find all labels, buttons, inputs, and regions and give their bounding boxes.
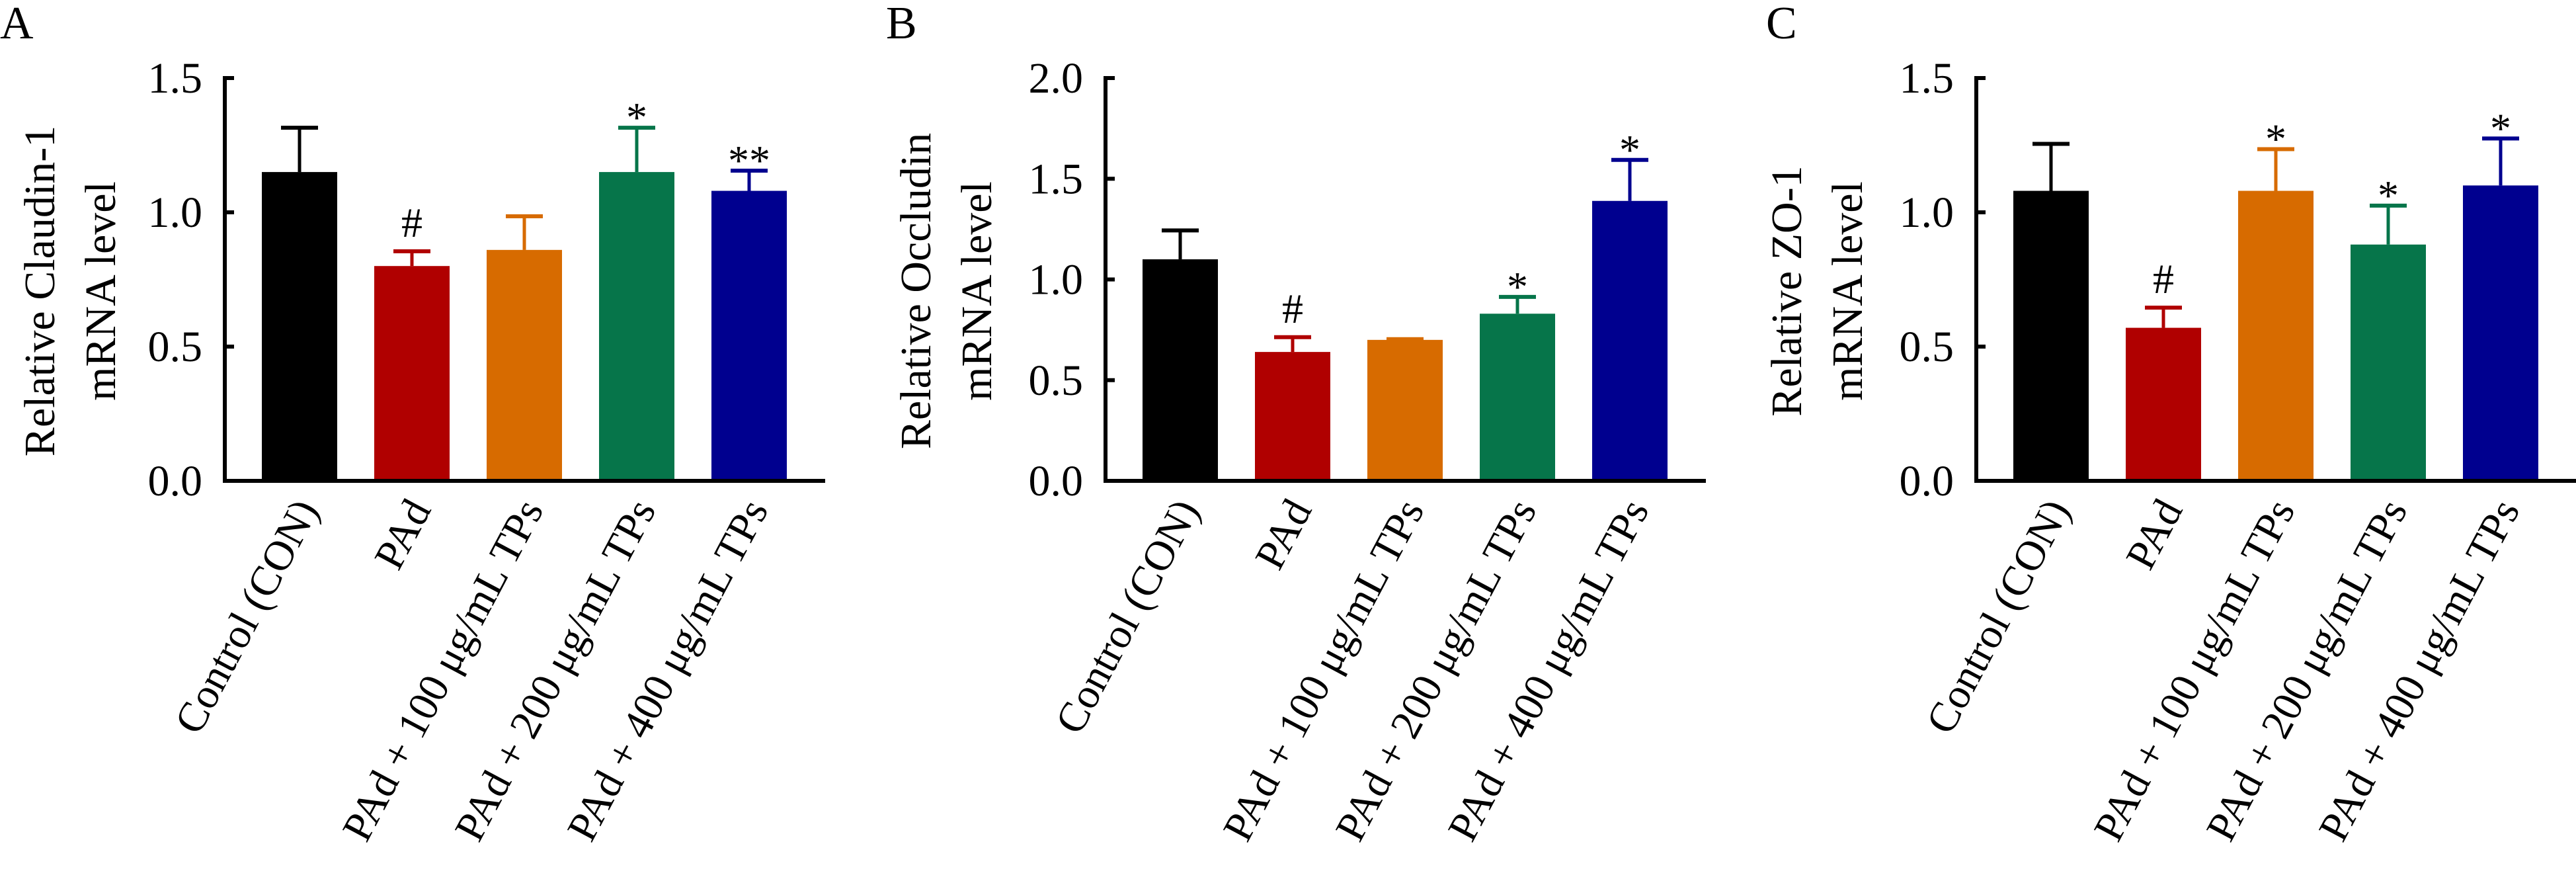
x-tick-label: PAd + 400 μg/mL TPs <box>2310 491 2529 848</box>
y-tick-label: 1.5 <box>148 54 203 103</box>
bar-4 <box>1592 200 1668 481</box>
y-tick-label: 2.0 <box>1029 54 1084 103</box>
y-tick-label: 1.5 <box>1900 54 1954 103</box>
panel-letter: C <box>1766 0 1797 49</box>
bar-3 <box>1480 314 1555 481</box>
bar-0 <box>262 172 337 481</box>
x-tick-label: PAd + 200 μg/mL TPs <box>1326 491 1546 848</box>
y-axis-label: Relative Occludin <box>892 133 940 449</box>
panel-letter: A <box>0 0 34 49</box>
y-tick-label: 1.0 <box>148 189 203 237</box>
y-tick-label: 0.5 <box>1900 323 1954 371</box>
significance-label: # <box>401 199 423 246</box>
bar-1 <box>2126 327 2201 481</box>
significance-label: * <box>2378 172 2399 219</box>
y-tick-label: 0.0 <box>148 457 203 505</box>
bar-1 <box>1255 352 1330 481</box>
y-tick-label: 1.5 <box>1029 155 1084 203</box>
x-tick-label: PAd <box>2116 491 2191 577</box>
x-tick-label: Control (CON) <box>1917 491 2079 741</box>
bar-3 <box>2351 244 2426 481</box>
y-axis-label: Relative ZO-1 <box>1763 165 1811 416</box>
x-tick-label: PAd + 100 μg/mL TPs <box>2085 491 2304 848</box>
significance-label: * <box>2490 105 2511 151</box>
significance-label: * <box>2265 116 2286 163</box>
y-tick-label: 1.0 <box>1900 189 1954 237</box>
y-tick-label: 0.0 <box>1029 457 1084 505</box>
y-axis-label: mRNA level <box>1824 181 1872 401</box>
panel-letter: B <box>886 0 917 49</box>
y-tick-label: 0.0 <box>1900 457 1954 505</box>
y-axis-label: mRNA level <box>77 181 125 401</box>
x-tick-label: PAd + 400 μg/mL TPs <box>1439 491 1658 848</box>
x-tick-label: PAd <box>1246 491 1320 577</box>
x-tick-label: Control (CON) <box>165 491 327 741</box>
significance-label: * <box>1619 126 1640 173</box>
significance-label: # <box>1282 285 1303 332</box>
bar-2 <box>1367 339 1443 481</box>
x-tick-label: PAd <box>365 491 440 577</box>
bar-1 <box>374 266 450 481</box>
bar-0 <box>1143 259 1218 481</box>
significance-label: * <box>1507 263 1528 310</box>
x-tick-label: PAd + 100 μg/mL TPs <box>1214 491 1433 848</box>
y-tick-label: 0.5 <box>1029 357 1084 405</box>
significance-label: # <box>2153 255 2174 302</box>
panel-c: C Control (CON) # PAd * PAd + 100 μg/mL TPs * P… <box>1763 0 2576 849</box>
x-tick-label: Control (CON) <box>1046 491 1208 741</box>
x-tick-label: PAd + 100 μg/mL TPs <box>333 491 553 848</box>
bar-4 <box>2463 185 2538 481</box>
x-tick-label: PAd + 400 μg/mL TPs <box>558 491 778 848</box>
x-tick-label: PAd + 200 μg/mL TPs <box>2197 491 2417 848</box>
y-tick-label: 0.5 <box>148 323 203 371</box>
x-tick-label: PAd + 200 μg/mL TPs <box>446 491 665 848</box>
y-tick-label: 1.0 <box>1029 256 1084 304</box>
y-axis-label: mRNA level <box>953 181 1001 401</box>
y-axis-label: Relative Claudin-1 <box>16 126 64 456</box>
bar-2 <box>2238 190 2314 481</box>
bar-0 <box>2013 190 2089 481</box>
bar-4 <box>711 190 787 481</box>
significance-label: ** <box>728 137 770 184</box>
significance-label: * <box>626 94 647 141</box>
bar-3 <box>599 172 674 481</box>
bar-2 <box>487 249 562 481</box>
